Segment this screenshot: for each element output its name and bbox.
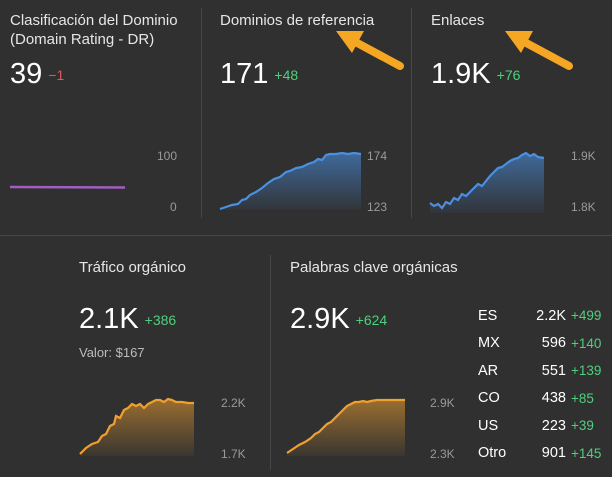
country-delta: +140 xyxy=(571,335,602,351)
organic-traffic-value: 2.1K +386 xyxy=(79,303,176,336)
backlinks-title[interactable]: Enlaces xyxy=(431,12,485,29)
divider xyxy=(0,235,612,236)
divider xyxy=(270,255,271,470)
organic-traffic-area xyxy=(80,399,194,456)
domain-rating-line xyxy=(9,185,126,189)
domain-rating-chart xyxy=(9,185,126,189)
organic-keywords-title[interactable]: Palabras clave orgánicas xyxy=(290,259,458,276)
backlinks-value: 1.9K +76 xyxy=(431,58,520,91)
country-value: 223 xyxy=(541,417,566,434)
domain-rating-number: 39 xyxy=(10,58,43,90)
domain-rating-title[interactable]: Clasificación del Dominio (Domain Rating… xyxy=(10,12,178,48)
organic-traffic-delta: +386 xyxy=(144,312,177,328)
arrow-icon xyxy=(505,31,573,70)
organic-keywords-line xyxy=(286,398,405,454)
referring-domains-axis-bottom: 123 xyxy=(367,200,388,214)
organic-traffic-line xyxy=(79,397,194,455)
organic-keywords-axis-top: 2.9K xyxy=(430,396,455,410)
country-code: MX xyxy=(478,335,500,352)
referring-domains-value: 171 +48 xyxy=(220,58,298,91)
referring-domains-delta: +48 xyxy=(274,67,299,83)
backlinks-axis-top: 1.9K xyxy=(571,149,596,163)
domain-rating-value: 39 −1 xyxy=(10,58,64,91)
divider xyxy=(411,8,412,218)
country-delta: +499 xyxy=(571,308,602,324)
organic-traffic-chart xyxy=(79,397,194,456)
country-value: 551 xyxy=(541,362,566,379)
backlinks-axis-bottom: 1.8K xyxy=(571,200,596,214)
country-code: AR xyxy=(478,362,499,379)
referring-domains-chart xyxy=(219,151,362,211)
country-delta: +39 xyxy=(571,418,594,434)
organic-keywords-number: 2.9K xyxy=(290,303,350,335)
backlinks-line xyxy=(429,151,545,210)
country-row-ar[interactable]: AR 551 +139 xyxy=(478,357,601,385)
organic-traffic-axis-bottom: 1.7K xyxy=(221,447,246,461)
country-value: 596 xyxy=(541,335,566,352)
country-row-other[interactable]: Otro 901 +145 xyxy=(478,440,601,468)
country-row-co[interactable]: CO 438 +85 xyxy=(478,385,601,413)
backlinks-delta: +76 xyxy=(496,67,521,83)
country-code: Otro xyxy=(478,445,507,462)
organic-keywords-chart xyxy=(286,398,405,456)
organic-traffic-axis-top: 2.2K xyxy=(221,396,246,410)
referring-domains-area xyxy=(220,153,361,210)
country-row-mx[interactable]: MX 596 +140 xyxy=(478,330,601,358)
referring-domains-line xyxy=(219,151,362,211)
country-code: ES xyxy=(478,307,498,324)
arrow-icon xyxy=(336,31,404,70)
country-row-us[interactable]: US 223 +39 xyxy=(478,412,601,440)
domain-rating-axis-bottom: 0 xyxy=(170,200,177,214)
country-value: 438 xyxy=(541,390,566,407)
country-value: 901 xyxy=(541,445,566,462)
domain-rating-delta: −1 xyxy=(48,67,65,83)
organic-keywords-axis-bottom: 2.3K xyxy=(430,447,455,461)
country-code: CO xyxy=(478,390,500,407)
country-row-es[interactable]: ES 2.2K +499 xyxy=(478,302,601,330)
organic-keywords-area xyxy=(287,400,405,456)
referring-domains-title[interactable]: Dominios de referencia xyxy=(220,12,375,29)
backlinks-area xyxy=(430,153,544,213)
country-delta: +85 xyxy=(571,390,594,406)
organic-keywords-value: 2.9K +624 xyxy=(290,303,387,336)
backlinks-number: 1.9K xyxy=(431,58,491,90)
countries-table: ES 2.2K +499 MX 596 +140 AR 551 +139 CO … xyxy=(478,302,601,467)
country-delta: +145 xyxy=(571,445,602,461)
domain-rating-axis-top: 100 xyxy=(157,149,178,163)
country-code: US xyxy=(478,417,499,434)
organic-traffic-number: 2.1K xyxy=(79,303,139,335)
country-value: 2.2K xyxy=(536,307,566,324)
country-delta: +139 xyxy=(571,363,602,379)
backlinks-chart xyxy=(429,151,545,213)
organic-traffic-title[interactable]: Tráfico orgánico xyxy=(79,259,186,276)
referring-domains-axis-top: 174 xyxy=(367,149,388,163)
divider xyxy=(201,8,202,218)
organic-keywords-delta: +624 xyxy=(355,312,388,328)
organic-traffic-value-label: Valor: $167 xyxy=(79,345,145,360)
referring-domains-number: 171 xyxy=(220,58,269,90)
